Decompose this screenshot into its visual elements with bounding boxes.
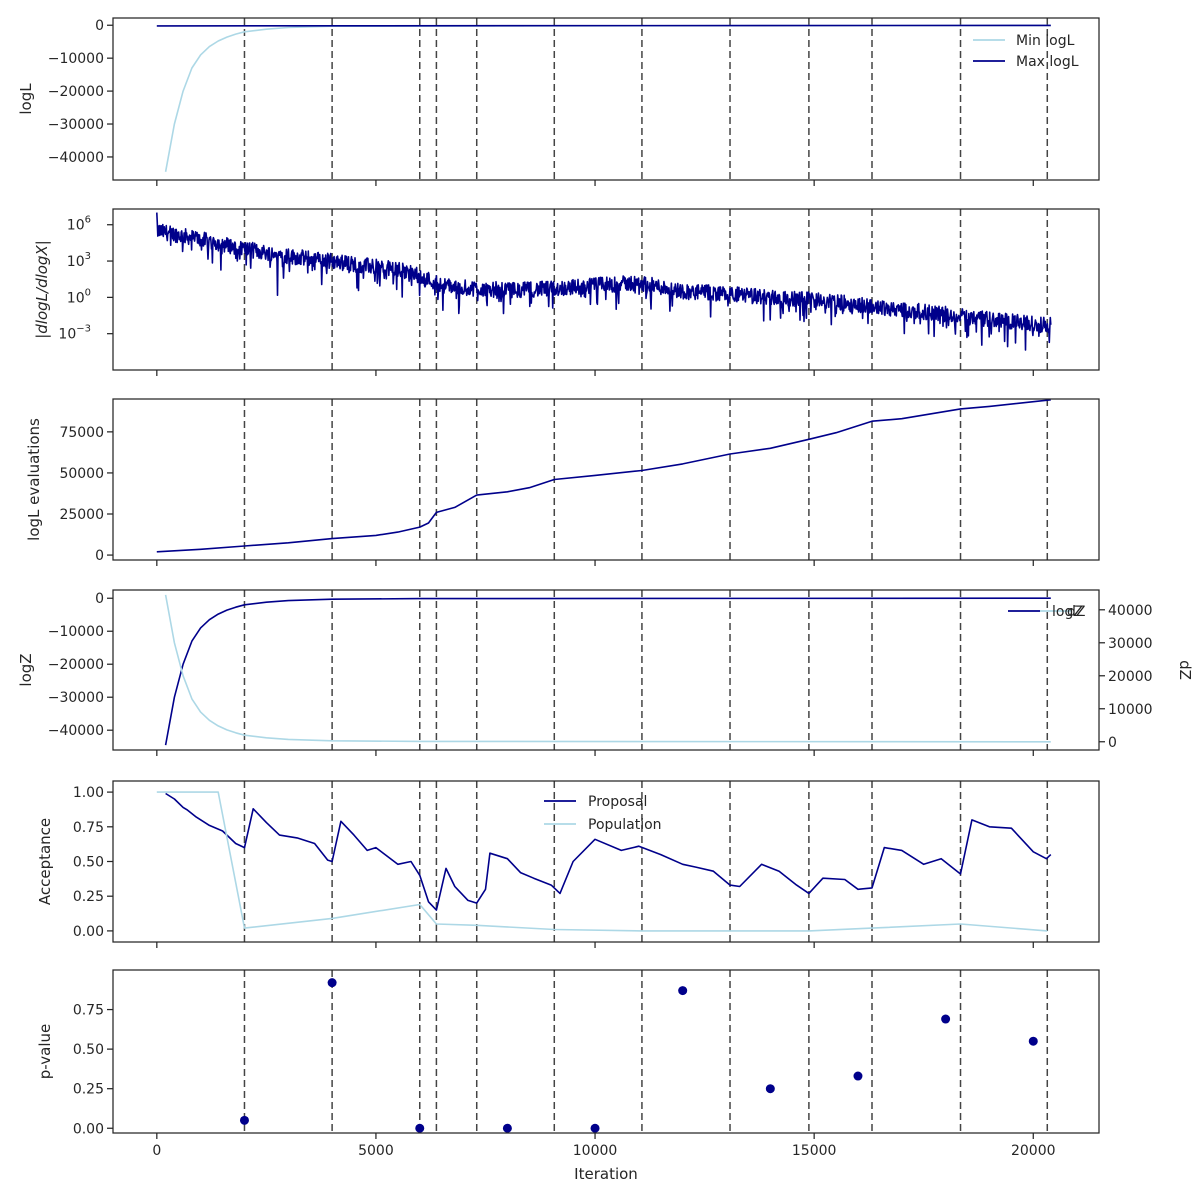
plot-area xyxy=(156,18,1051,180)
x-tick-label: 5000 xyxy=(358,1143,394,1159)
y-tick-base: 10 xyxy=(67,290,85,306)
y-tick-label: 1.00 xyxy=(73,785,104,801)
scatter-point xyxy=(678,986,688,996)
y-tick-label: 0.25 xyxy=(73,1082,104,1098)
y-tick-label: −10000 xyxy=(48,624,104,640)
series-line-proposal xyxy=(165,792,1052,911)
y-tick-label: 0.75 xyxy=(73,820,104,836)
series-line-0 xyxy=(156,399,1051,553)
y-axis-label: Acceptance xyxy=(36,818,54,905)
plot-area xyxy=(164,590,1051,750)
y-tick-label: 75000 xyxy=(59,425,104,441)
y-axis-label: logL xyxy=(17,83,35,115)
legend-label: Min logL xyxy=(1016,33,1075,49)
panel-1: 0 −10000 −20000 −30000 −40000 logL Min logL Max… xyxy=(17,17,1100,186)
series-line-population xyxy=(156,791,1048,932)
scatter-point xyxy=(853,1071,863,1081)
y-tick-label: 100 xyxy=(67,287,91,306)
y-tick-base: 10 xyxy=(67,254,85,270)
y-tick-exponent: −3 xyxy=(76,324,91,335)
plot-area xyxy=(239,970,1049,1133)
y-axis-label: |dlogL/dlogX| xyxy=(33,240,51,339)
x-axis-label: Iteration xyxy=(574,1165,638,1183)
panel-6: 0.00 0.25 0.50 0.75 0 5000 10000 15000 20000 p-va… xyxy=(36,969,1100,1159)
y-tick-label: −10000 xyxy=(48,51,104,67)
series-line-dz xyxy=(164,594,1051,743)
y-tick-label: 25000 xyxy=(59,507,104,523)
series-line-0 xyxy=(156,212,1052,351)
y-tick-label: 0.00 xyxy=(73,1121,104,1137)
x-tick-label: 0 xyxy=(152,1143,161,1159)
y-tick-label: −30000 xyxy=(48,690,104,706)
legend-label-logz: logZ xyxy=(1052,604,1083,620)
series-line-min-logl xyxy=(164,24,1051,172)
x-tick-label: 10000 xyxy=(573,1143,618,1159)
panel-4: 0 −10000 −20000 −30000 −40000 0 10000 20000 3000… xyxy=(17,589,1194,756)
scatter-point xyxy=(590,1123,600,1133)
plot-area xyxy=(156,399,1051,560)
scatter-point xyxy=(1028,1036,1038,1046)
y2-tick-label: 30000 xyxy=(1108,636,1153,652)
y-tick-exponent: 3 xyxy=(85,251,91,262)
series-line-max-logl xyxy=(156,24,1051,27)
legend-label-dz: dZ xyxy=(1067,604,1085,620)
x-tick-label: 20000 xyxy=(1011,1143,1056,1159)
y-tick-exponent: 6 xyxy=(85,215,91,226)
x-tick-label: 15000 xyxy=(792,1143,837,1159)
y-axis-label: p-value xyxy=(36,1024,54,1080)
axes-frame xyxy=(112,17,1100,181)
scatter-point xyxy=(415,1123,425,1133)
y-tick-label: 0.25 xyxy=(73,889,104,905)
plot-area xyxy=(156,209,1052,370)
axes-frame xyxy=(112,208,1100,371)
y-tick-label: 10−3 xyxy=(58,324,91,343)
y-tick-label: 0 xyxy=(95,591,104,607)
plot-area xyxy=(156,781,1052,942)
y-tick-label: 0.50 xyxy=(73,855,104,871)
scatter-point xyxy=(327,978,337,988)
y2-tick-label: 0 xyxy=(1108,735,1117,751)
scatter-point xyxy=(941,1014,951,1024)
y-tick-exponent: 0 xyxy=(85,287,91,298)
y-tick-base: 10 xyxy=(58,327,76,343)
y-tick-label: 0 xyxy=(95,548,104,564)
y-axis-label: logL evaluations xyxy=(25,418,43,541)
y-axis-label: logZ xyxy=(17,653,35,686)
y-tick-label: 0 xyxy=(95,18,104,34)
y-tick-label: −30000 xyxy=(48,117,104,133)
y-tick-base: 10 xyxy=(67,218,85,234)
y-tick-label: 103 xyxy=(67,251,91,270)
legend-label: Population xyxy=(588,817,662,833)
panel-5: 0.00 0.25 0.50 0.75 1.00 Acceptance Proposal Po… xyxy=(36,780,1100,948)
axes-frame xyxy=(112,969,1100,1134)
axes-frame xyxy=(112,398,1100,561)
axes-frame xyxy=(112,589,1100,751)
scatter-point xyxy=(765,1084,775,1094)
y2-tick-label: 40000 xyxy=(1108,603,1153,619)
legend-label: Proposal xyxy=(588,794,647,810)
y-tick-label: 0.75 xyxy=(73,1003,104,1019)
panel-3: 0 25000 50000 75000 logL evaluations xyxy=(25,398,1100,566)
y2-tick-label: 10000 xyxy=(1108,702,1153,718)
y-tick-label: 50000 xyxy=(59,466,104,482)
y-tick-label: −20000 xyxy=(48,657,104,673)
y-tick-label: −40000 xyxy=(48,723,104,739)
scatter-point xyxy=(239,1115,249,1125)
scatter-point xyxy=(502,1123,512,1133)
y-tick-label: −20000 xyxy=(48,84,104,100)
y2-axis-label: dZ xyxy=(1176,660,1194,680)
y-tick-label: −40000 xyxy=(48,150,104,166)
legend-label: Max logL xyxy=(1016,54,1079,70)
y2-tick-label: 20000 xyxy=(1108,669,1153,685)
y-tick-label: 106 xyxy=(67,215,91,234)
series-line-logz xyxy=(164,597,1051,746)
y-tick-label: 0.50 xyxy=(73,1042,104,1058)
y-tick-label: 0.00 xyxy=(73,924,104,940)
